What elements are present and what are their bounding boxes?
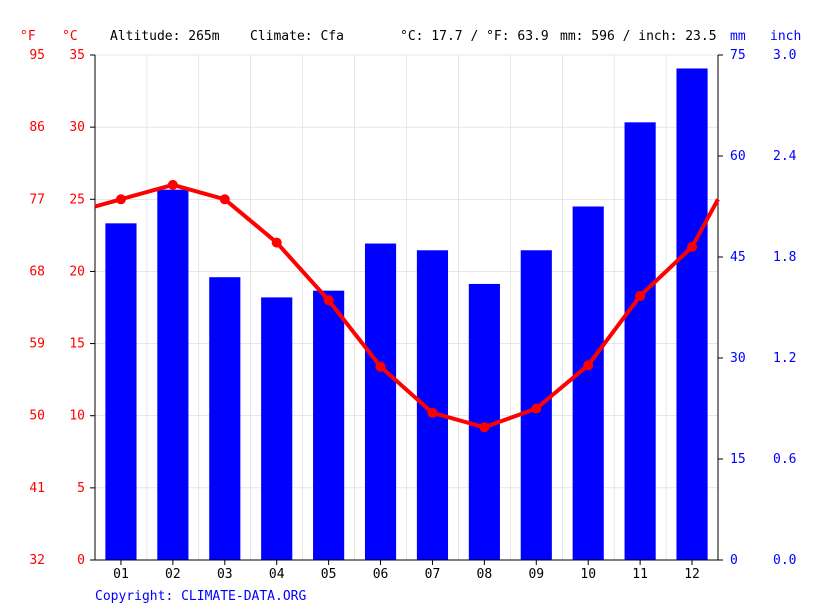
precip-bar [313,291,344,560]
precip-bar [209,277,240,560]
x-label: 10 [580,567,596,582]
temp-point [168,180,178,190]
tick-label-mm: 0 [730,553,738,568]
x-label: 03 [217,567,233,582]
precip-bar [573,207,604,561]
tick-label-f: 41 [29,481,45,496]
tick-label-f: 95 [29,48,45,63]
tick-label-f: 77 [29,192,45,207]
tick-label-mm: 75 [730,48,746,63]
tick-label-f: 86 [29,120,45,135]
tick-label-c: 5 [77,481,85,496]
temp-point [687,242,697,252]
precip-bar [676,68,707,560]
axis-header-inch: inch [770,29,801,44]
tick-label-inch: 3.0 [773,48,796,63]
header-climate: Climate: Cfa [250,29,344,44]
x-label: 05 [321,567,337,582]
precip-bar [157,190,188,560]
temp-point [272,238,282,248]
tick-label-c: 20 [69,264,85,279]
x-label: 09 [528,567,544,582]
temp-point [220,194,230,204]
precip-bar [365,244,396,560]
tick-label-c: 0 [77,553,85,568]
tick-label-mm: 60 [730,149,746,164]
tick-label-c: 10 [69,409,85,424]
axis-header-mm: mm [730,29,746,44]
tick-label-c: 30 [69,120,85,135]
tick-label-f: 50 [29,409,45,424]
climate-chart: °F °C Altitude: 265m Climate: Cfa °C: 17.7 /… [0,0,815,611]
x-label: 08 [477,567,493,582]
tick-label-c: 15 [69,337,85,352]
temp-point [116,194,126,204]
tick-label-mm: 15 [730,452,746,467]
x-label: 11 [632,567,648,582]
header-temp: °C: 17.7 / °F: 63.9 [400,29,549,44]
x-label: 12 [684,567,700,582]
tick-label-f: 68 [29,264,45,279]
axis-header-c: °C [62,29,78,44]
copyright-text: Copyright: CLIMATE-DATA.ORG [95,589,306,604]
temp-point [427,408,437,418]
temp-point [635,291,645,301]
tick-label-inch: 1.8 [773,250,796,265]
header-altitude: Altitude: 265m [110,29,220,44]
tick-label-c: 35 [69,48,85,63]
temp-point [583,360,593,370]
x-label: 02 [165,567,181,582]
tick-label-mm: 45 [730,250,746,265]
chart-svg: °F °C Altitude: 265m Climate: Cfa °C: 17.7 /… [0,0,815,611]
tick-label-f: 32 [29,553,45,568]
tick-label-c: 25 [69,192,85,207]
precip-bar [625,122,656,560]
precip-bar [105,223,136,560]
x-label: 07 [425,567,441,582]
tick-label-inch: 0.0 [773,553,796,568]
axis-header-f: °F [20,29,36,44]
tick-label-inch: 2.4 [773,149,797,164]
x-label: 01 [113,567,129,582]
tick-label-inch: 1.2 [773,351,796,366]
tick-label-inch: 0.6 [773,452,796,467]
temp-point [531,404,541,414]
tick-label-f: 59 [29,337,45,352]
temp-point [376,362,386,372]
x-label: 06 [373,567,389,582]
header-precip: mm: 596 / inch: 23.5 [560,29,717,44]
temp-point [324,295,334,305]
tick-label-mm: 30 [730,351,746,366]
temp-point [479,422,489,432]
x-label: 04 [269,567,285,582]
precip-bar [261,297,292,560]
